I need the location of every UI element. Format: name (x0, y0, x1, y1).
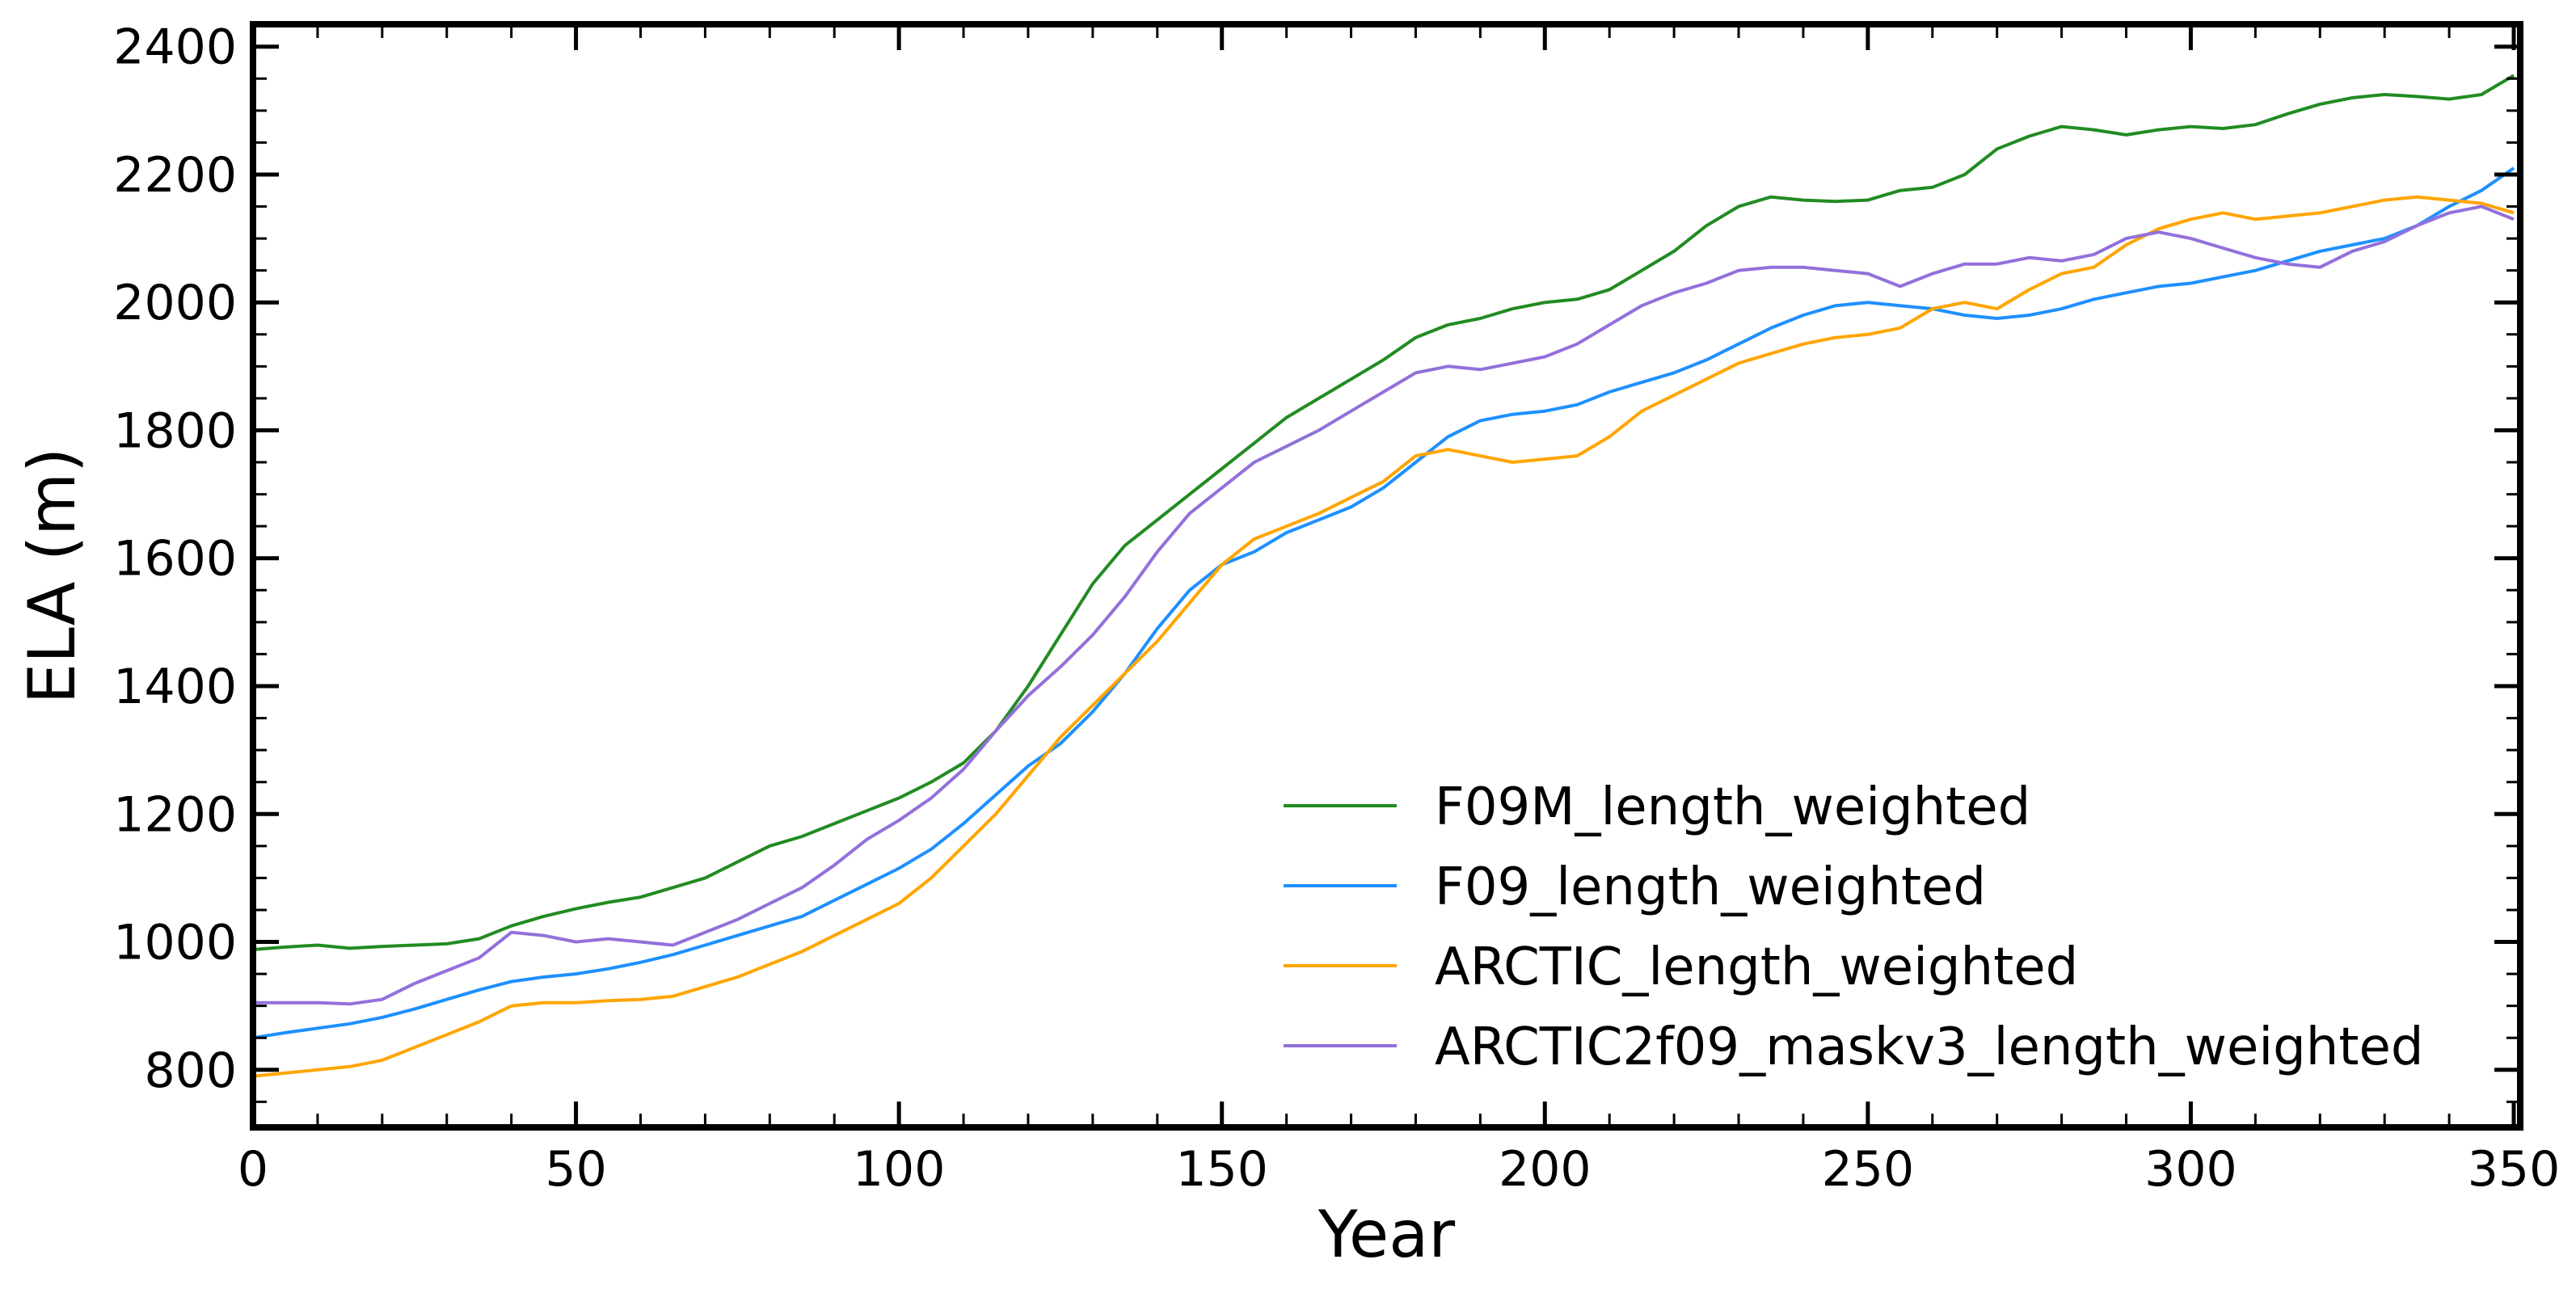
y-tick-label: 1200 (113, 786, 237, 843)
plot-frame (250, 21, 2523, 1131)
y-tick-label: 1000 (113, 915, 237, 971)
ticks-layer: 0 50 100 150 200 250 300 350 800 1000 1200 1400 1600… (113, 19, 2560, 1198)
y-tick-label: 2000 (113, 275, 237, 331)
x-tick-label: 250 (1822, 1141, 1915, 1198)
y-tick-label: 1400 (113, 659, 237, 715)
series-layer (252, 74, 2515, 1078)
x-tick-label: 0 (238, 1141, 268, 1198)
series-line-2 (252, 166, 2515, 1040)
y-axis-title: ELA (m) (15, 448, 90, 704)
y-tick-label: 1600 (113, 531, 237, 588)
legend-label-2: F09_length_weighted (1435, 857, 1986, 917)
legend-label-3: ARCTIC_length_weighted (1435, 937, 2078, 997)
series-line-4 (253, 204, 2515, 1006)
x-tick-label: 100 (853, 1141, 946, 1198)
y-tick-label: 2400 (113, 19, 237, 76)
y-tick-label: 2200 (113, 147, 237, 204)
y-tick-label: 800 (144, 1043, 237, 1099)
legend-label-1: F09M_length_weighted (1435, 777, 2030, 837)
x-tick-label: 200 (1499, 1141, 1592, 1198)
y-tick-label: 1800 (113, 402, 237, 459)
series-line-1 (252, 74, 2515, 951)
x-tick-label: 300 (2144, 1141, 2237, 1198)
x-tick-label: 50 (545, 1141, 606, 1198)
x-tick-label: 150 (1175, 1141, 1268, 1198)
series-line-3 (252, 195, 2515, 1078)
x-tick-label: 350 (2468, 1141, 2561, 1198)
x-axis-title: Year (1318, 1197, 1455, 1272)
legend: F09M_length_weighted F09_length_weighted A… (1284, 777, 2423, 1077)
legend-label-4: ARCTIC2f09_maskv3_length_weighted (1435, 1017, 2423, 1077)
